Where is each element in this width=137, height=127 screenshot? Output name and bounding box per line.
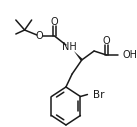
Text: OH: OH	[122, 50, 137, 60]
Text: O: O	[103, 36, 110, 46]
Text: O: O	[36, 31, 43, 41]
Text: Br: Br	[93, 90, 104, 99]
Text: O: O	[51, 17, 58, 27]
Text: NH: NH	[62, 42, 77, 52]
Polygon shape	[74, 51, 83, 61]
